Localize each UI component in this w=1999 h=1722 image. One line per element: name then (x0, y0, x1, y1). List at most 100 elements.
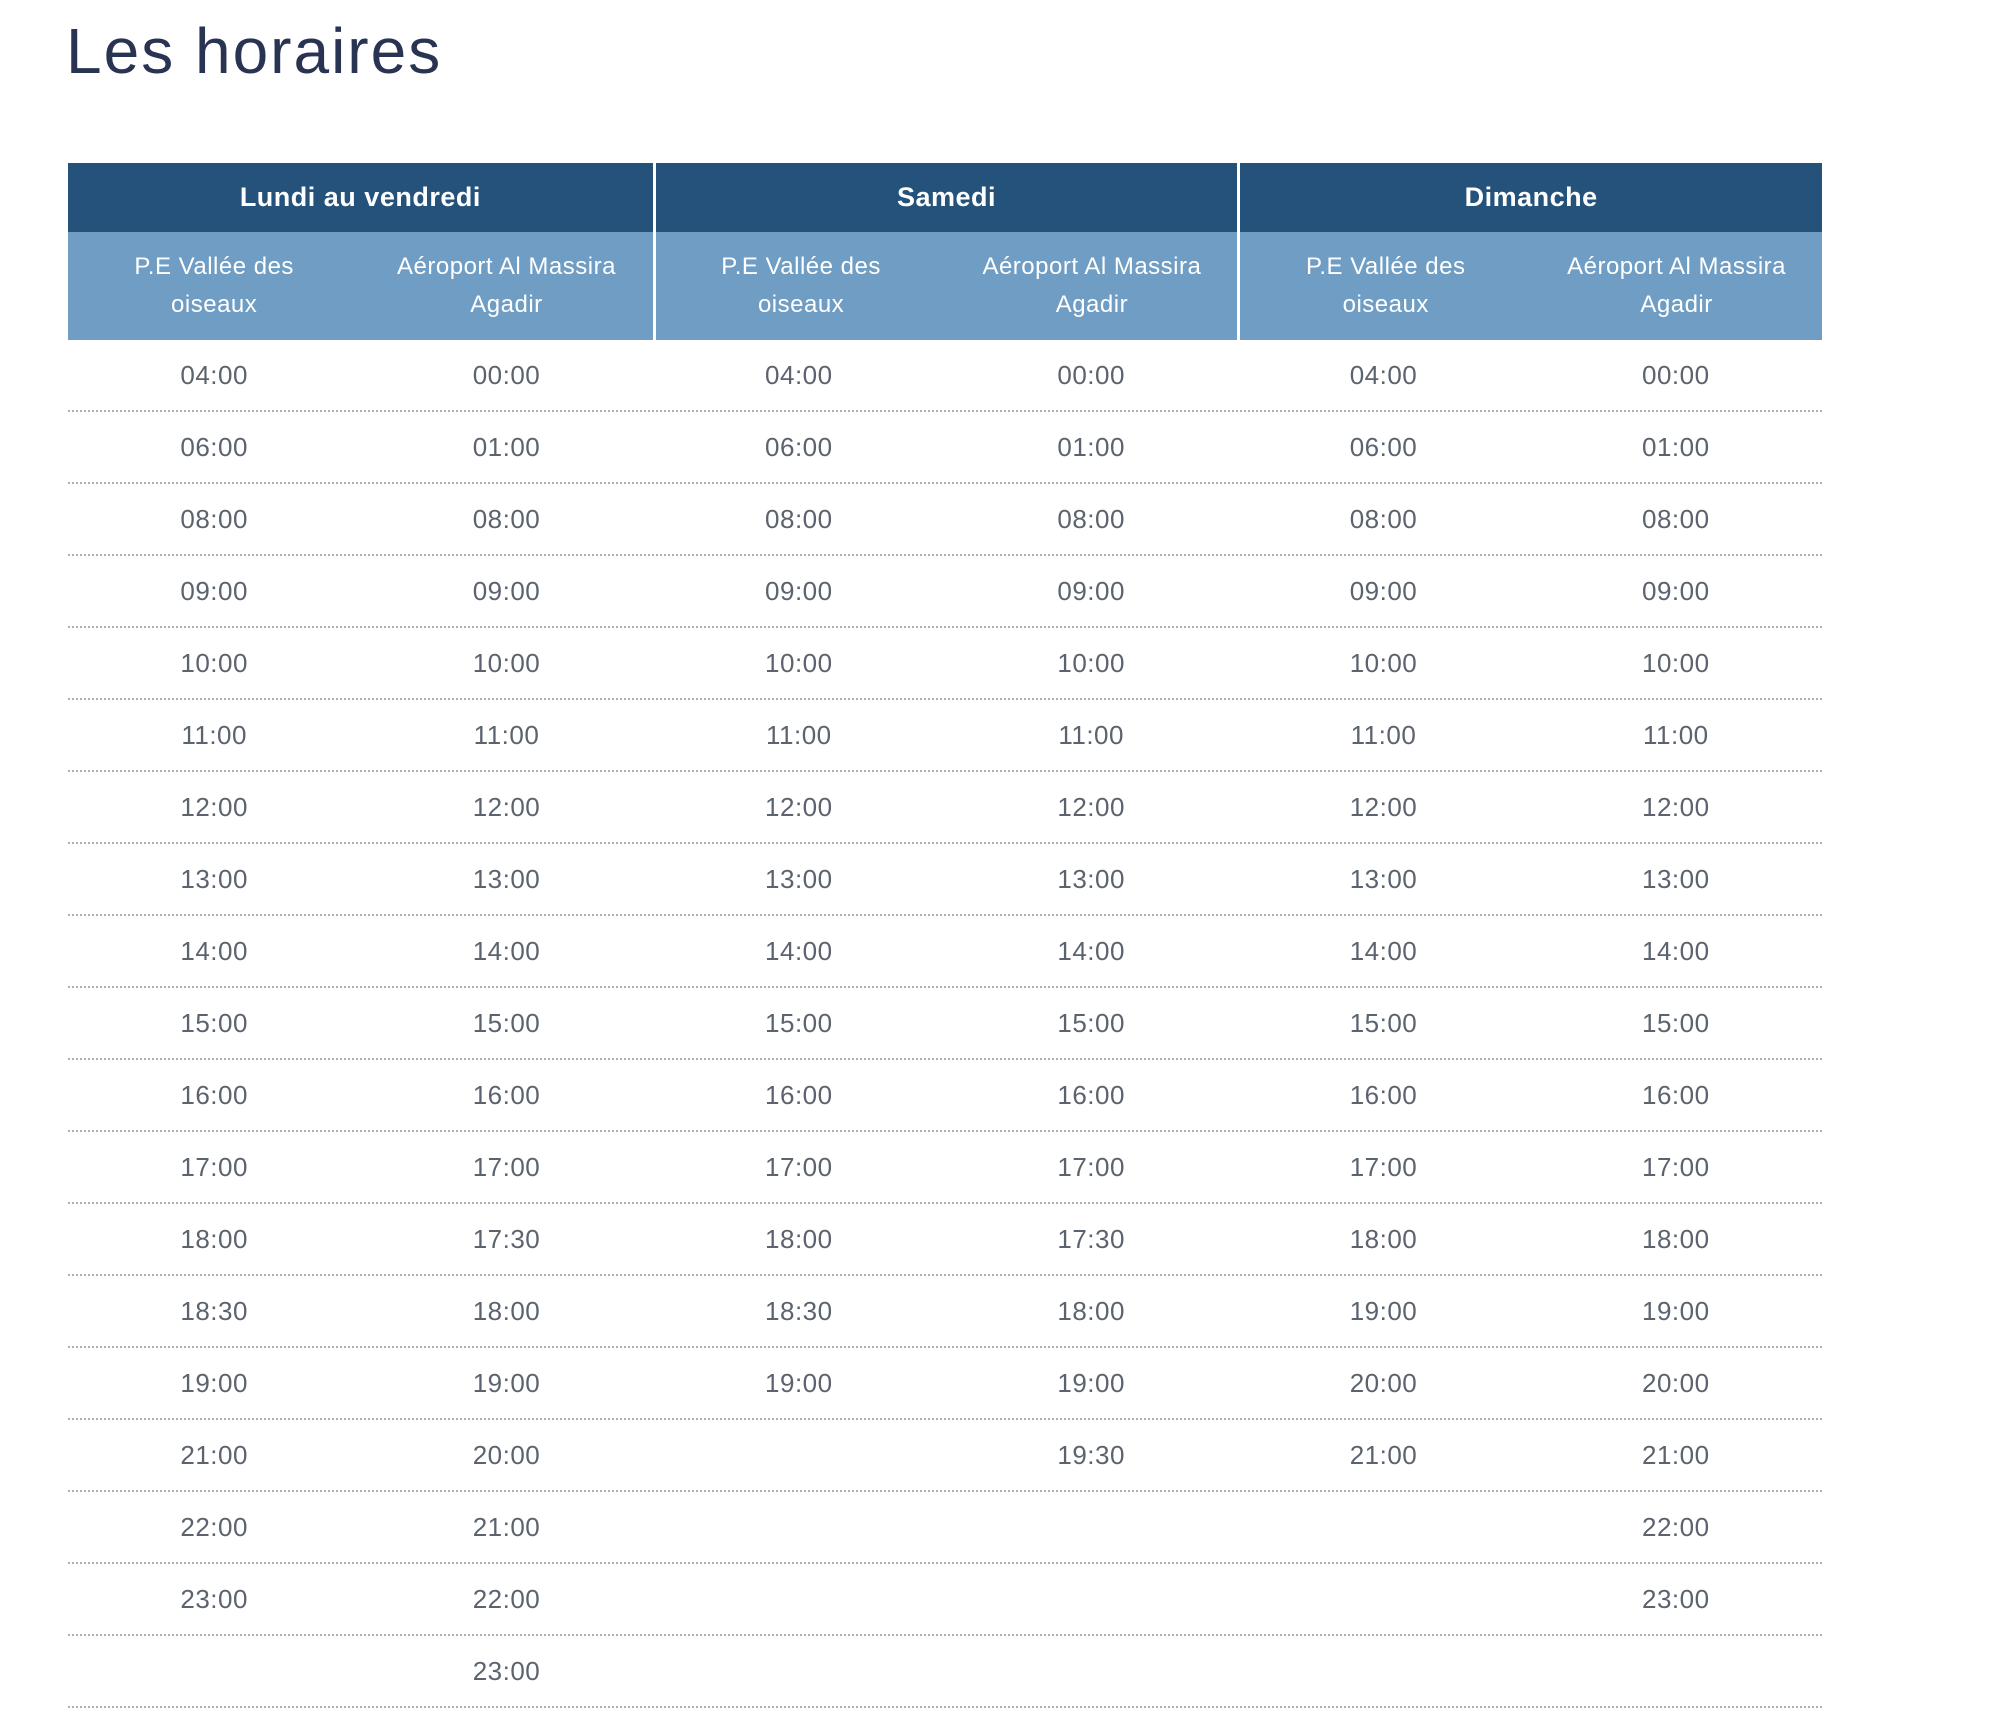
time-cell: 12:00 (1057, 791, 1125, 822)
time-cell: 13:00 (1057, 863, 1125, 894)
table-row: 23:00 (68, 1636, 1822, 1708)
day-group-label: Lundi au vendredi (68, 163, 653, 232)
time-cell: 09:00 (180, 575, 248, 606)
time-cell: 17:00 (472, 1151, 541, 1182)
time-cell: 04:00 (180, 359, 248, 390)
time-cell: 20:00 (472, 1439, 541, 1470)
time-cell: 21:00 (180, 1439, 248, 1470)
table-row: 08:00 08:00 08:00 08:00 08:00 08:00 (68, 484, 1822, 556)
time-cell: 21:00 (472, 1511, 541, 1542)
time-cell: 01:00 (1057, 431, 1125, 462)
time-cell: 15:00 (180, 1007, 248, 1038)
time-cell: 11:00 (1058, 719, 1124, 750)
table-row: 23:00 22:00 23:00 (68, 1564, 1822, 1636)
time-cell: 22:00 (180, 1511, 248, 1542)
time-cell: 21:00 (1349, 1439, 1418, 1470)
time-cell (1530, 1636, 1822, 1706)
time-cell: 15:00 (1057, 1007, 1125, 1038)
time-cell: 12:00 (472, 791, 541, 822)
time-cell (653, 1564, 945, 1634)
time-cell: 18:30 (180, 1295, 248, 1326)
time-cell: 00:00 (472, 359, 541, 390)
table-row: 18:30 18:00 18:30 18:00 19:00 19:00 (68, 1276, 1822, 1348)
time-cell: 14:00 (765, 935, 833, 966)
time-cell: 09:00 (1642, 575, 1710, 606)
time-cell: 12:00 (180, 791, 248, 822)
time-cell: 12:00 (1642, 791, 1710, 822)
time-cell: 17:00 (1349, 1151, 1418, 1182)
time-cell: 14:00 (472, 935, 541, 966)
time-cell: 15:00 (1349, 1007, 1418, 1038)
day-group-label: Samedi (655, 163, 1238, 232)
time-cell (68, 1636, 360, 1706)
timetable-body: 04:00 00:00 04:00 00:00 04:00 00:00 06:00 01:00… (68, 340, 1822, 1708)
table-row: 04:00 00:00 04:00 00:00 04:00 00:00 (68, 340, 1822, 412)
time-cell: 17:00 (180, 1151, 248, 1182)
time-cell: 15:00 (1642, 1007, 1710, 1038)
time-cell: 13:00 (1349, 863, 1418, 894)
time-cell: 15:00 (472, 1007, 541, 1038)
timetable-header: Lundi au vendredi P.E Vallée des oiseaux A… (68, 163, 1822, 340)
time-cell: 14:00 (1642, 935, 1710, 966)
time-cell: 22:00 (472, 1583, 541, 1614)
time-cell: 18:00 (1642, 1223, 1710, 1254)
table-row: 22:00 21:00 22:00 (68, 1492, 1822, 1564)
time-cell: 18:00 (180, 1223, 248, 1254)
page-title: Les horaires (66, 15, 443, 87)
time-cell: 09:00 (1057, 575, 1125, 606)
time-cell: 16:00 (1057, 1079, 1125, 1110)
table-row: 06:00 01:00 06:00 01:00 06:00 01:00 (68, 412, 1822, 484)
time-cell: 20:00 (1349, 1367, 1418, 1398)
table-row: 13:00 13:00 13:00 13:00 13:00 13:00 (68, 844, 1822, 916)
time-cell: 11:00 (1642, 719, 1709, 750)
time-cell: 18:00 (765, 1223, 833, 1254)
time-cell: 10:00 (472, 647, 541, 678)
table-row: 14:00 14:00 14:00 14:00 14:00 14:00 (68, 916, 1822, 988)
table-row: 12:00 12:00 12:00 12:00 12:00 12:00 (68, 772, 1822, 844)
time-cell: 00:00 (1642, 359, 1710, 390)
sub-column-headers: P.E Vallée des oiseaux Aéroport Al Massir… (1240, 232, 1822, 340)
time-cell: 06:00 (1349, 431, 1418, 462)
table-row: 18:00 17:30 18:00 17:30 18:00 18:00 (68, 1204, 1822, 1276)
table-row: 21:00 20:00 19:30 21:00 21:00 (68, 1420, 1822, 1492)
time-cell: 21:00 (1642, 1439, 1710, 1470)
time-cell: 22:00 (1642, 1511, 1710, 1542)
time-cell: 19:30 (1057, 1439, 1125, 1470)
time-cell (945, 1492, 1237, 1562)
table-row: 09:00 09:00 09:00 09:00 09:00 09:00 (68, 556, 1822, 628)
time-cell: 00:00 (1057, 359, 1125, 390)
time-cell: 14:00 (1057, 935, 1125, 966)
timetable: Lundi au vendredi P.E Vallée des oiseaux A… (68, 163, 1822, 1708)
time-cell (945, 1564, 1237, 1634)
time-cell: 16:00 (1642, 1079, 1710, 1110)
time-cell (1237, 1564, 1529, 1634)
day-group-dimanche: Dimanche P.E Vallée des oiseaux Aéroport A… (1237, 163, 1822, 340)
time-cell: 17:00 (765, 1151, 833, 1182)
time-cell: 10:00 (1642, 647, 1710, 678)
column-header-a-roport-al-massira-agadir: Aéroport Al Massira Agadir (397, 253, 616, 318)
time-cell: 17:00 (1057, 1151, 1125, 1182)
time-cell: 13:00 (180, 863, 248, 894)
time-cell: 17:00 (1642, 1151, 1710, 1182)
time-cell: 08:00 (1642, 503, 1710, 534)
time-cell: 10:00 (765, 647, 833, 678)
time-cell: 15:00 (765, 1007, 833, 1038)
time-cell: 08:00 (180, 503, 248, 534)
table-row: 16:00 16:00 16:00 16:00 16:00 16:00 (68, 1060, 1822, 1132)
time-cell: 11:00 (181, 719, 247, 750)
time-cell: 11:00 (473, 719, 540, 750)
time-cell: 19:00 (765, 1367, 833, 1398)
time-cell: 19:00 (472, 1367, 541, 1398)
time-cell: 14:00 (1349, 935, 1418, 966)
time-cell: 09:00 (765, 575, 833, 606)
time-cell: 17:30 (1057, 1223, 1125, 1254)
time-cell: 10:00 (1349, 647, 1418, 678)
time-cell: 17:30 (472, 1223, 541, 1254)
time-cell (653, 1420, 945, 1490)
time-cell: 01:00 (1642, 431, 1710, 462)
time-cell: 11:00 (766, 719, 832, 750)
time-cell: 16:00 (472, 1079, 541, 1110)
time-cell: 08:00 (1349, 503, 1418, 534)
time-cell: 19:00 (1057, 1367, 1125, 1398)
time-cell: 16:00 (1349, 1079, 1418, 1110)
